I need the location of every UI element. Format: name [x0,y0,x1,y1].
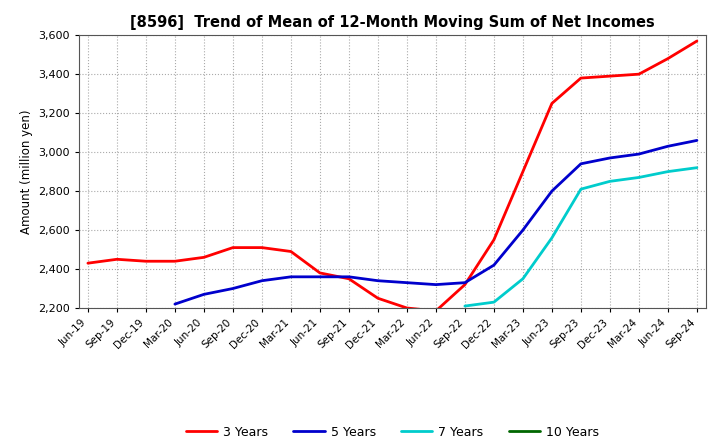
5 Years [258,278,266,283]
7 Years [548,235,557,241]
3 Years [228,245,237,250]
5 Years [171,301,179,307]
5 Years [461,280,469,285]
5 Years [374,278,382,283]
3 Years [199,255,208,260]
5 Years [490,263,498,268]
3 Years [548,101,557,106]
3 Years [577,75,585,81]
3 Years [518,169,527,174]
3 Years [142,259,150,264]
5 Years [693,138,701,143]
5 Years [634,151,643,157]
3 Years [258,245,266,250]
5 Years [345,274,354,279]
3 Years [606,73,614,79]
3 Years [171,259,179,264]
5 Years [287,274,295,279]
3 Years [461,282,469,287]
Line: 7 Years: 7 Years [465,168,697,306]
5 Years [518,227,527,233]
Line: 5 Years: 5 Years [175,140,697,304]
5 Years [664,143,672,149]
5 Years [548,188,557,194]
3 Years [402,305,411,311]
3 Years [287,249,295,254]
3 Years [634,72,643,77]
5 Years [606,155,614,161]
Y-axis label: Amount (million yen): Amount (million yen) [20,110,33,234]
7 Years [693,165,701,170]
3 Years [693,38,701,44]
5 Years [577,161,585,166]
3 Years [315,270,324,275]
5 Years [199,292,208,297]
7 Years [490,300,498,305]
5 Years [402,280,411,285]
3 Years [374,296,382,301]
Line: 3 Years: 3 Years [88,41,697,311]
3 Years [345,276,354,282]
7 Years [461,304,469,309]
3 Years [112,257,121,262]
7 Years [606,179,614,184]
7 Years [577,187,585,192]
3 Years [664,56,672,61]
7 Years [634,175,643,180]
3 Years [84,260,92,266]
3 Years [431,308,440,314]
7 Years [518,276,527,282]
5 Years [431,282,440,287]
Legend: 3 Years, 5 Years, 7 Years, 10 Years: 3 Years, 5 Years, 7 Years, 10 Years [181,421,604,440]
Title: [8596]  Trend of Mean of 12-Month Moving Sum of Net Incomes: [8596] Trend of Mean of 12-Month Moving … [130,15,654,30]
3 Years [490,237,498,242]
7 Years [664,169,672,174]
5 Years [315,274,324,279]
5 Years [228,286,237,291]
